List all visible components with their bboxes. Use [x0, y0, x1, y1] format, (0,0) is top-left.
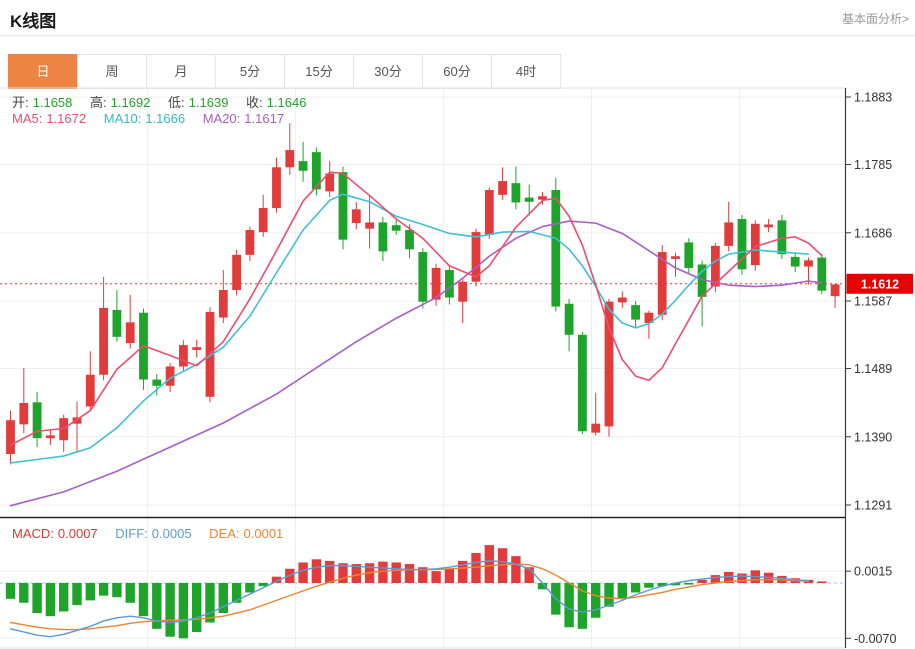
high-value: 1.1692 [110, 95, 151, 110]
ma20-value: 1.1617 [244, 111, 285, 126]
header: K线图 基本面分析> [0, 0, 915, 36]
ma-legend: MA5: 1.1672 MA10: 1.1666 MA20: 1.1617 [12, 111, 288, 126]
svg-text:-0.0070: -0.0070 [854, 632, 896, 646]
svg-text:1.1489: 1.1489 [854, 362, 892, 376]
svg-text:0.0015: 0.0015 [854, 565, 892, 579]
diff-value: 0.0005 [151, 526, 192, 541]
low-value: 1.1639 [188, 95, 229, 110]
tab-60min[interactable]: 60分 [422, 54, 492, 89]
interval-tabs: 日 周 月 5分 15分 30分 60分 4时 [8, 54, 561, 89]
tab-15min[interactable]: 15分 [284, 54, 354, 89]
open-label: 开: [12, 95, 29, 110]
dea-label: DEA: [209, 526, 240, 541]
fundamental-analysis-link[interactable]: 基本面分析> [841, 12, 909, 26]
ma10-label: MA10: [103, 111, 142, 126]
tab-day[interactable]: 日 [8, 54, 78, 89]
diff-label: DIFF: [115, 526, 148, 541]
tab-5min[interactable]: 5分 [215, 54, 285, 89]
svg-text:1.1612: 1.1612 [861, 277, 899, 291]
close-label: 收: [246, 95, 263, 110]
tab-month[interactable]: 月 [146, 54, 216, 89]
svg-text:1.1390: 1.1390 [854, 430, 892, 444]
ohlc-legend: 开: 1.1658 高: 1.1692 低: 1.1639 收: 1.1646 [12, 92, 310, 111]
macd-value: 0.0007 [57, 526, 98, 541]
svg-text:1.1686: 1.1686 [854, 226, 892, 240]
tab-30min[interactable]: 30分 [353, 54, 423, 89]
ma10-value: 1.1666 [145, 111, 186, 126]
high-label: 高: [90, 95, 107, 110]
ma5-label: MA5: [12, 111, 43, 126]
dea-value: 0.0001 [243, 526, 284, 541]
svg-text:1.1587: 1.1587 [854, 295, 892, 309]
macd-legend: MACD: 0.0007 DIFF: 0.0005 DEA: 0.0001 [12, 526, 287, 541]
page-title: K线图 [10, 12, 57, 31]
low-label: 低: [168, 95, 185, 110]
svg-text:1.1883: 1.1883 [854, 91, 892, 105]
svg-text:1.1785: 1.1785 [854, 158, 892, 172]
macd-label: MACD: [12, 526, 54, 541]
svg-text:1.1291: 1.1291 [854, 499, 892, 513]
open-value: 1.1658 [32, 95, 73, 110]
ma20-label: MA20: [202, 111, 241, 126]
ma5-value: 1.1672 [46, 111, 87, 126]
close-value: 1.1646 [266, 95, 307, 110]
